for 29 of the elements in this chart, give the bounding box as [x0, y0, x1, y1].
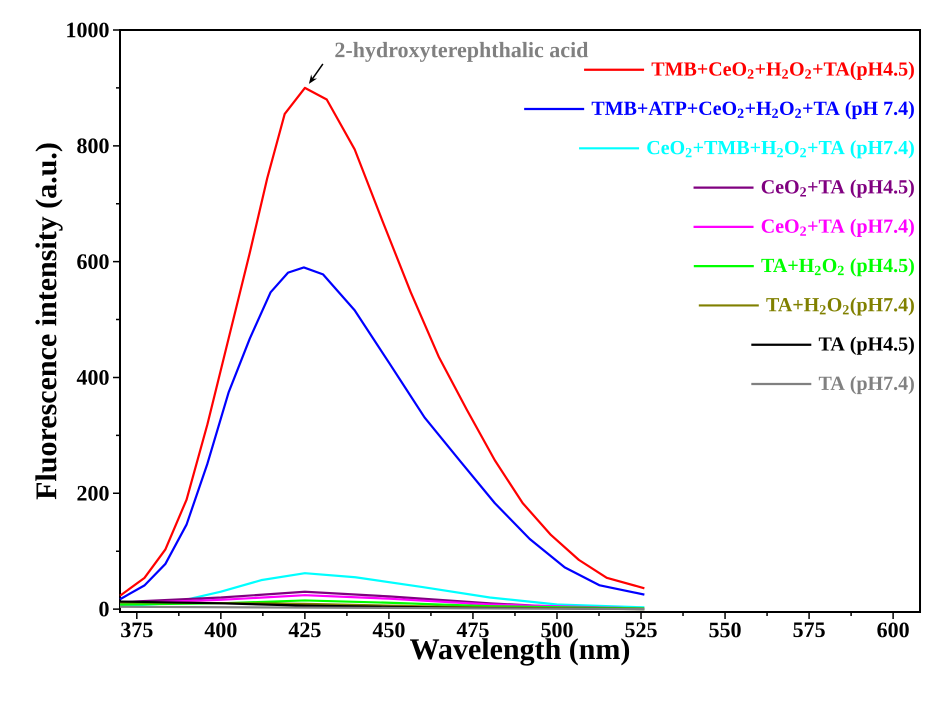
x-tick-label: 375 [121, 622, 152, 638]
y-tick-label: 600 [77, 254, 109, 270]
legend-label: TA+H$_{2}$O$_{2}$(pH7.4) [766, 297, 914, 316]
x-tick-label: 525 [625, 622, 657, 638]
legend-label: CeO$_{2}$+TMB+H$_{2}$O$_{2}$+TA (pH7.4) [647, 140, 914, 158]
x-tick-label: 550 [709, 622, 741, 638]
legend-label: TA+H$_{2}$O$_{2}$ (pH4.5) [761, 258, 914, 276]
y-tick-label: 1000 [67, 22, 109, 38]
x-tick-label: 475 [456, 622, 489, 638]
legend-label: CeO$_{2}$+TA (pH4.5) [762, 180, 914, 198]
legend-label: TMB+CeO$_{2}$+H$_{2}$O$_{2}$+TA(pH4.5) [652, 62, 914, 80]
x-tick-label: 500 [541, 622, 573, 638]
y-tick-label: 200 [77, 486, 109, 501]
legend-label: TA (pH4.5) [818, 336, 914, 355]
y-tick-label: 400 [76, 370, 109, 385]
x-tick-label: 450 [372, 622, 405, 638]
line-series [118, 266, 646, 600]
legend-label: TA (pH7.4) [818, 376, 914, 394]
legend-label: TMB+ATP+CeO$_{2}$+H$_{2}$O$_{2}$+TA (pH 7.4) [592, 100, 914, 120]
y-tick-label: 800 [77, 138, 109, 154]
x-tick-label: 575 [793, 622, 825, 638]
y-axis-title: Fluorescence intensity (a.u.) [35, 143, 63, 500]
y-tick-label: 0 [99, 602, 109, 617]
x-axis-title: Wavelength (nm) [410, 638, 630, 666]
legend-label: CeO$_{2}$+TA (pH7.4) [762, 218, 914, 237]
x-tick-label: 400 [204, 622, 236, 638]
annotation: 2-hydroxyterephthalic acid [335, 42, 588, 62]
x-tick-label: 600 [877, 622, 909, 638]
x-tick-label: 425 [288, 622, 321, 638]
